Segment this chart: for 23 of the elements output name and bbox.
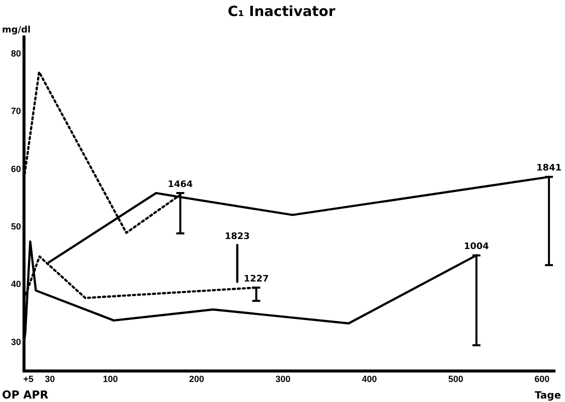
y-tick-label: 30 [10, 336, 22, 347]
x-tick-label: 30 [44, 374, 55, 384]
y-tick-label: 70 [10, 106, 22, 116]
x-tick-label: 600 [534, 374, 550, 384]
y-axis-title: mg/dl [2, 26, 31, 36]
y-tick-label: 60 [10, 164, 22, 174]
y-tick-label: 40 [10, 279, 22, 290]
y-tick-label: 50 [10, 222, 22, 232]
x-tick-label: 200 [189, 374, 204, 384]
text: OP APR [2, 388, 49, 402]
x-tick-label: 500 [448, 374, 464, 384]
annotation: 1004 [464, 242, 489, 252]
x-axis-title: Tage [534, 390, 562, 402]
annotation: 1227 [244, 274, 269, 284]
x-tick-label: 100 [102, 374, 118, 384]
annotation: 1823 [224, 232, 250, 242]
chart-title: C₁ Inactivator [228, 4, 336, 20]
x-tick-label: 300 [276, 374, 291, 384]
annotation: 1464 [168, 180, 193, 190]
annotation: 1841 [536, 164, 562, 174]
x-tick-label: +5 [23, 374, 34, 384]
x-tick-label: 400 [362, 374, 377, 384]
y-tick-label: 80 [10, 48, 22, 59]
